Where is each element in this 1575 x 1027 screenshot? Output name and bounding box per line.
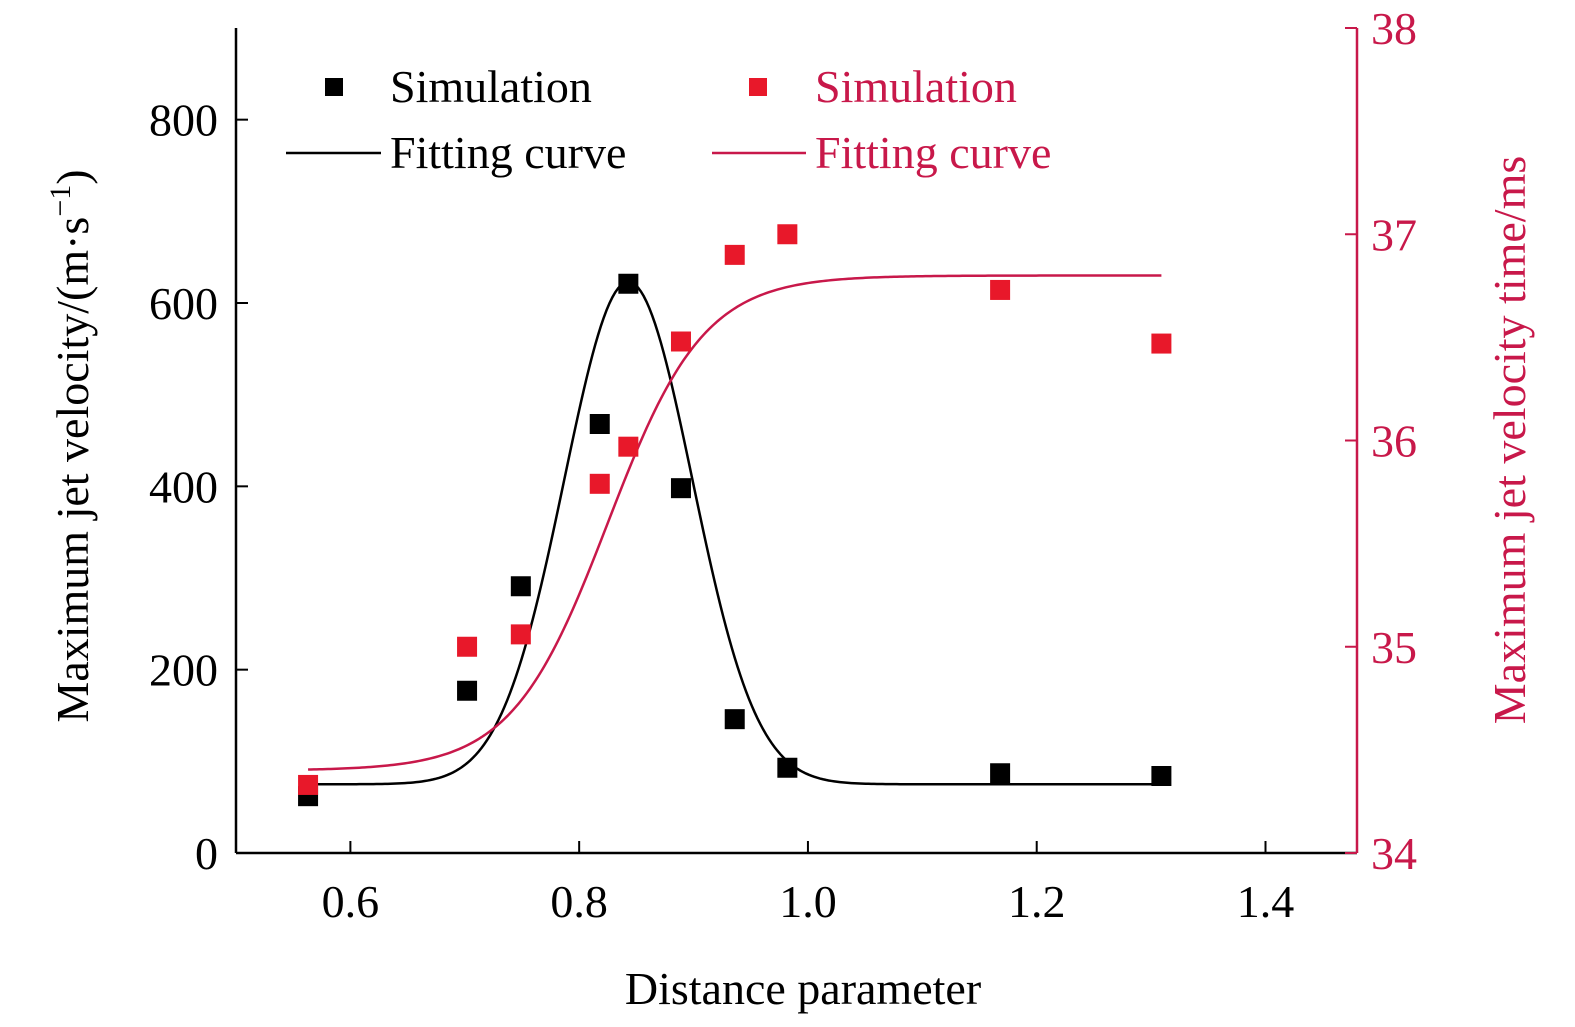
y-axis-title-left-main: Maximum jet velocity/(m·s [47,217,98,723]
y-left-tick-label: 800 [149,95,218,146]
fitting-curve-velocity [308,280,1162,786]
velocity-point [618,273,639,294]
x-tick-label: 0.8 [550,876,608,927]
velocity-point [990,763,1011,784]
velocity-point [724,709,745,730]
x-tick-label: 1.4 [1237,876,1295,927]
x-tick-label: 0.6 [322,876,380,927]
velocity-point [777,757,798,778]
y-axis-title-left-exponent: −1 [44,185,77,217]
legend-label-simulation-red: Simulation [815,61,1017,112]
y-right-tick-label: 38 [1371,3,1417,54]
velocity-point [1151,766,1172,786]
legend-label-fitting-red: Fitting curve [815,127,1051,178]
time-point [298,774,319,795]
y-left-tick-label: 0 [195,828,218,879]
y-left-tick-label: 400 [149,461,218,512]
time-point [990,279,1011,300]
x-tick-label: 1.2 [1008,876,1066,927]
y-right-tick-label: 34 [1371,828,1417,879]
legend-marker-red [749,78,767,96]
legend: Simulation Fitting curve Simulation Fitt… [286,61,1051,178]
x-axis-title: Distance parameter [625,963,981,1014]
y-axis-title-left: Maximum jet velocity/(m·s−1) [44,169,98,722]
time-point [457,636,478,657]
y-right-tick-label: 36 [1371,416,1417,467]
point-layer [298,224,1172,807]
velocity-point [589,414,610,434]
curve-layer [308,274,1162,786]
time-point [724,244,745,265]
y-left-tick-label: 200 [149,645,218,696]
axes-layer: 0.6 0.8 1.0 1.2 1.4 0 200 400 600 800 34 35 36 37 38 [149,3,1417,927]
time-point [777,224,798,245]
y-axis-title-right: Maximum jet velocity time/ms [1484,156,1535,725]
y-right-tick-label: 37 [1371,209,1417,260]
x-tick-label: 1.0 [779,876,837,927]
time-point [618,436,639,457]
time-point [1151,333,1172,354]
velocity-point [670,478,691,499]
legend-label-simulation-black: Simulation [390,61,592,112]
legend-label-fitting-black: Fitting curve [390,127,626,178]
fitting-curve-time [308,274,1162,771]
y-right-tick-label: 35 [1371,622,1417,673]
time-point [589,473,610,494]
y-left-tick-label: 600 [149,278,218,329]
velocity-point [457,680,478,701]
y-axis-title-left-close: ) [47,169,98,184]
time-point [510,624,531,645]
legend-marker-black [325,78,343,96]
time-point [670,331,691,352]
velocity-point [510,576,531,597]
